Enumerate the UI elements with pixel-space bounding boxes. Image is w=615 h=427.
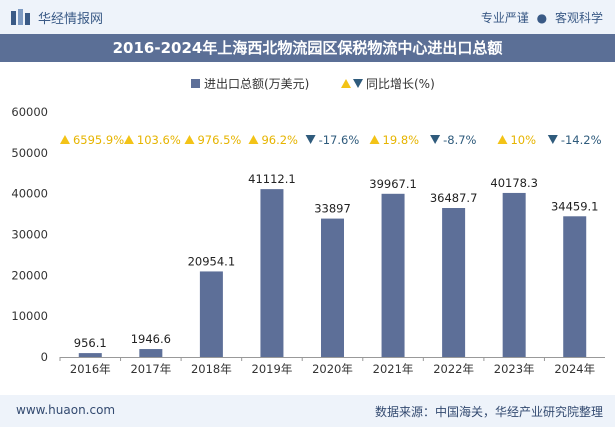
growth-down-triangle-icon: [305, 135, 316, 144]
x-tick-label: 2023年: [494, 362, 535, 376]
footer-bar: www.huaon.com 数据来源：中国海关，华经产业研究院整理: [0, 395, 615, 427]
bar-value-label: 956.1: [74, 336, 107, 350]
bar: [442, 208, 466, 357]
title-bar: 2016-2024年上海西北物流园区保税物流中心进出口总额: [0, 34, 615, 62]
legend-up-triangle-icon: [341, 79, 351, 88]
header-tags: 专业严谨 ● 客观科学: [481, 9, 603, 26]
growth-down-triangle-icon: [547, 135, 558, 144]
footer-website[interactable]: www.huaon.com: [16, 403, 116, 417]
growth-value-label: 19.8%: [383, 133, 420, 147]
x-tick-label: 2021年: [373, 362, 414, 376]
bar-value-label: 34459.1: [551, 199, 599, 213]
tag-objective: 客观科学: [554, 11, 603, 25]
header-bar: 华经情报网 专业严谨 ● 客观科学: [0, 0, 615, 34]
bar: [502, 192, 526, 357]
legend-bar-swatch: [191, 79, 200, 88]
tag-separator: ●: [536, 11, 548, 25]
legend-growth-label: 同比增长(%): [366, 77, 435, 91]
bar: [381, 193, 405, 357]
y-tick-label: 20000: [11, 268, 48, 282]
bar-value-label: 20954.1: [188, 254, 236, 268]
legend-bar-label: 进出口总额(万美元): [204, 77, 309, 91]
bar: [199, 271, 223, 357]
x-tick-label: 2017年: [130, 362, 171, 376]
bar: [563, 216, 587, 357]
growth-value-label: 10%: [510, 133, 536, 147]
tag-professional: 专业严谨: [480, 11, 529, 25]
chart-title: 2016-2024年上海西北物流园区保税物流中心进出口总额: [112, 39, 503, 57]
y-tick-label: 10000: [11, 309, 48, 323]
growth-down-triangle-icon: [430, 135, 441, 144]
brand-name: 华经情报网: [38, 12, 104, 27]
y-tick-label: 60000: [11, 105, 48, 119]
y-tick-label: 0: [41, 350, 48, 364]
x-tick-label: 2022年: [433, 362, 474, 376]
growth-up-triangle-icon: [184, 135, 195, 144]
y-tick-label: 50000: [11, 146, 48, 160]
bar-chart: 进出口总额(万美元) 同比增长(%) 0 10000 20000 30000 40000 50…: [11, 77, 605, 376]
bar: [78, 353, 102, 357]
brand-logo-icon: [11, 9, 30, 25]
growth-value-label: -17.6%: [319, 133, 360, 147]
bar-value-label: 1946.6: [131, 332, 171, 346]
growth-value-label: 103.6%: [137, 133, 181, 147]
footer-source: 数据来源：中国海关，华经产业研究院整理: [374, 405, 603, 419]
y-tick-label: 30000: [11, 228, 48, 242]
growth-value-label: 976.5%: [197, 133, 241, 147]
growth-up-triangle-icon: [248, 135, 259, 144]
x-tick-label: 2018年: [191, 362, 232, 376]
x-tick-label: 2020年: [312, 362, 353, 376]
growth-value-label: 6595.9%: [73, 133, 124, 147]
bar: [260, 189, 284, 357]
legend-down-triangle-icon: [353, 79, 363, 88]
bar: [321, 218, 344, 357]
growth-up-triangle-icon: [497, 135, 508, 144]
bar-value-label: 41112.1: [248, 172, 296, 186]
growth-value-label: 96.2%: [261, 133, 298, 147]
bar-value-label: 39967.1: [369, 177, 417, 191]
bar-value-label: 36487.7: [430, 191, 478, 205]
growth-value-label: -14.2%: [561, 133, 602, 147]
bar-value-label: 40178.3: [490, 176, 538, 190]
x-tick-label: 2019年: [252, 362, 293, 376]
growth-up-triangle-icon: [123, 135, 134, 144]
bar: [139, 349, 163, 357]
bar-value-label: 33897: [314, 202, 351, 216]
y-tick-label: 40000: [11, 187, 48, 201]
growth-value-label: -8.7%: [443, 133, 476, 147]
x-tick-label: 2024年: [554, 362, 595, 376]
growth-up-triangle-icon: [369, 135, 380, 144]
x-tick-label: 2016年: [70, 362, 111, 376]
growth-up-triangle-icon: [59, 135, 70, 144]
